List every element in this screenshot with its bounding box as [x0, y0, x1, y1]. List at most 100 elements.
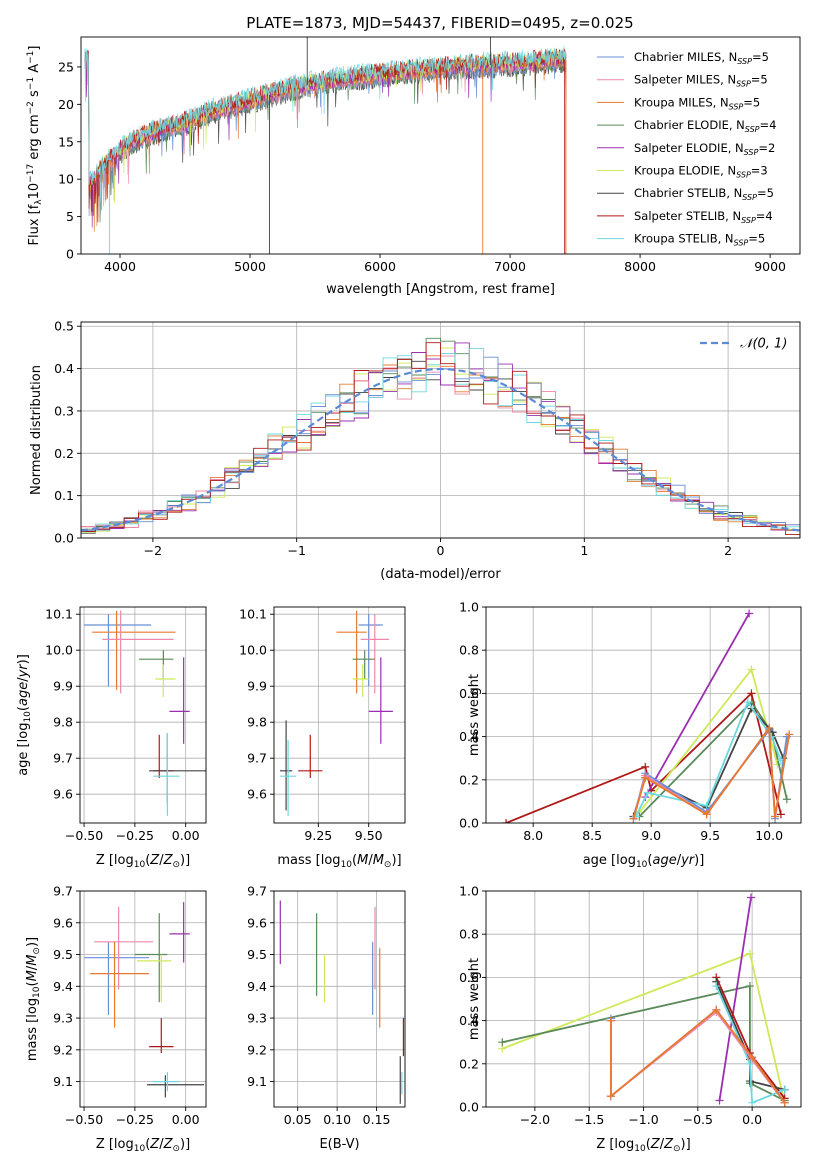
spectrum-frame — [80, 36, 801, 255]
errorbar-point — [352, 650, 375, 679]
Z_vs_age-ytick-label: 10.1 — [45, 607, 73, 622]
residuals-xtick-label: 0 — [437, 543, 445, 558]
weight-series — [712, 982, 789, 1107]
Z_weight-ytick-label: 1.0 — [459, 884, 479, 899]
residuals-plot-area — [81, 337, 800, 538]
spectrum-ytick-label: 10 — [58, 172, 74, 187]
weight-series-line — [638, 700, 788, 818]
weight-point-marker — [748, 1053, 757, 1062]
Z_weight-axes: −2.0 −1.5 −1.0 −0.5 0.0 0.0 0.2 0.4 0.6 0.8 1.0 mas… — [459, 884, 802, 1154]
weight-point-marker — [745, 949, 754, 958]
errorbar-point — [134, 913, 168, 1003]
ebv_vs_mass-ytick-label: 9.6 — [247, 915, 267, 930]
residuals-ytick-label: 0.5 — [54, 319, 74, 334]
legend-entry: Chabrier STELIB, NSSP=5 — [634, 186, 774, 202]
svg-text:Z [log10(Z/Z⊙)]: Z [log10(Z/Z⊙)] — [96, 853, 190, 870]
residuals-xtick-label: −1 — [287, 543, 305, 558]
spectrum-ytick-label: 15 — [58, 134, 74, 149]
residuals-xtick-label: 1 — [580, 543, 588, 558]
age_weight-ytick-label: 1.0 — [459, 600, 479, 615]
residuals-ytick-label: 0.1 — [54, 488, 74, 503]
Z_weight-xtick-label: −1.5 — [574, 1112, 604, 1127]
Z_weight-ytick-label: 0.6 — [459, 970, 479, 985]
age_weight-frame — [485, 606, 802, 824]
spectrum-xtick-label: 4000 — [104, 259, 136, 274]
spectrum-ytick-label: 0 — [66, 247, 74, 262]
legend-entry: Salpeter ELODIE, NSSP=2 — [634, 141, 775, 157]
mass_vs_age-xlabel: mass [log10(M/M⊙)] — [277, 853, 401, 870]
weight-series-line — [644, 613, 750, 798]
mass_vs_age-ytick-label: 9.8 — [247, 715, 267, 730]
spectrum-xtick-label: 5000 — [234, 259, 266, 274]
normal-reference-curve — [81, 367, 800, 532]
spectrum-ytick-label: 25 — [58, 59, 74, 74]
Z_vs_mass-plot-area — [84, 902, 204, 1098]
ebv_vs_mass-ytick-label: 9.7 — [247, 884, 267, 899]
errorbar-point — [84, 614, 152, 687]
errorbar-point — [84, 941, 150, 1015]
mass_vs_age-ytick-label: 10.1 — [239, 607, 267, 622]
Z_vs_mass-ytick-label: 9.5 — [53, 947, 73, 962]
weight-series-line — [634, 700, 782, 817]
weight-point-marker — [771, 812, 780, 821]
weight-point-marker — [712, 1005, 721, 1014]
ebv_vs_mass-ytick-label: 9.5 — [247, 947, 267, 962]
errorbar-point — [94, 906, 154, 990]
Z_vs_age-xtick-label: 0.00 — [172, 828, 200, 843]
ebv_vs_mass-ytick-label: 9.3 — [247, 1011, 267, 1026]
Z_vs_age-ytick-label: 9.6 — [53, 787, 73, 802]
Z_vs_age-ytick-label: 9.8 — [53, 715, 73, 730]
errorbar-point — [90, 941, 150, 1028]
weight-point-marker — [748, 1098, 757, 1107]
residuals-xtick-label: 2 — [724, 543, 732, 558]
age_weight-xtick-label: 8.5 — [582, 828, 602, 843]
weight-point-marker — [502, 819, 511, 823]
svg-text:mass [log10(M/M⊙)]: mass [log10(M/M⊙)] — [277, 853, 401, 870]
Z_vs_age-axes: −0.50 −0.25 0.00 9.6 9.7 9.8 9.9 10.0 10.1 Z [log… — [16, 606, 207, 870]
mass_vs_age-ytick-label: 9.6 — [247, 787, 267, 802]
Z_weight-plot-area — [498, 893, 789, 1107]
weight-point-marker — [780, 1085, 789, 1094]
Z_weight-ylabel: mass weight — [467, 958, 482, 1040]
Z_vs_age-grid — [80, 607, 206, 823]
spectrum-legend: Chabrier MILES, NSSP=5 Salpeter MILES, NS… — [597, 50, 776, 248]
age_weight-axes: 8.0 8.5 9.0 9.5 10.0 0.0 0.2 0.4 0.6 0.8 1.0 mass w… — [459, 600, 802, 870]
spectrum-panel: 4000 5000 6000 7000 8000 9000 0 5 10 15 20 25 wavele… — [26, 36, 801, 297]
age_weight-xtick-label: 9.5 — [700, 828, 720, 843]
Z_vs_age-xlabel: Z [log10(Z/Z⊙)] — [96, 853, 190, 870]
errorbar-point — [153, 733, 180, 816]
errorbar-point — [360, 614, 389, 694]
age_weight-ytick-label: 0.8 — [459, 643, 479, 658]
spectrum-xtick-label: 8000 — [624, 259, 656, 274]
Z_weight-panel: −2.0 −1.5 −1.0 −0.5 0.0 0.0 0.2 0.4 0.6 0.8 1.0 mas… — [459, 884, 802, 1154]
ebv_vs_mass-frame — [273, 890, 406, 1108]
errorbar-point — [336, 610, 367, 694]
errorbar-point — [92, 610, 176, 690]
errorbar-point — [358, 614, 383, 687]
weight-point-marker — [785, 730, 794, 739]
Z_vs_mass-ytick-label: 9.6 — [53, 915, 73, 930]
spectrum-axes: 4000 5000 6000 7000 8000 9000 0 5 10 15 20 25 wavele… — [26, 36, 801, 297]
mass_vs_age-xtick-label: 9.25 — [304, 828, 332, 843]
legend-entry: Kroupa ELODIE, NSSP=3 — [634, 164, 768, 180]
residuals-axes: −2 −1 0 1 2 0.0 0.1 0.2 0.3 0.4 0.5 (data-model)/er… — [29, 319, 801, 582]
Z_vs_mass-ytick-label: 9.4 — [53, 979, 73, 994]
weight-point-marker — [747, 665, 756, 674]
ebv_vs_mass-grid — [274, 890, 405, 1107]
ebv_vs_mass-xtick-label: 0.10 — [323, 1112, 351, 1127]
weight-point-marker — [765, 723, 774, 732]
Z_weight-xtick-label: 0.0 — [742, 1112, 762, 1127]
Z_weight-xtick-label: −0.5 — [683, 1112, 713, 1127]
weight-point-marker — [776, 810, 785, 819]
age_weight-ytick-label: 0.0 — [459, 816, 479, 831]
ebv_vs_mass-axes: 0.05 0.10 0.15 9.1 9.2 9.3 9.4 9.5 9.6 9.7 E(B-V) — [247, 884, 406, 1152]
Z_weight-xtick-label: −2.0 — [520, 1112, 550, 1127]
errorbar-point — [149, 1018, 174, 1053]
Z_vs_mass-xtick-label: −0.50 — [65, 1112, 103, 1127]
Z_vs_mass-ytick-label: 9.3 — [53, 1011, 73, 1026]
weight-point-marker — [747, 893, 756, 902]
age_weight-panel: 8.0 8.5 9.0 9.5 10.0 0.0 0.2 0.4 0.6 0.8 1.0 mass w… — [459, 600, 802, 870]
age_weight-xlabel: age [log10(age/yr)] — [583, 853, 705, 870]
legend-entry: Salpeter STELIB, NSSP=4 — [634, 209, 773, 225]
errorbar-point — [102, 610, 174, 694]
